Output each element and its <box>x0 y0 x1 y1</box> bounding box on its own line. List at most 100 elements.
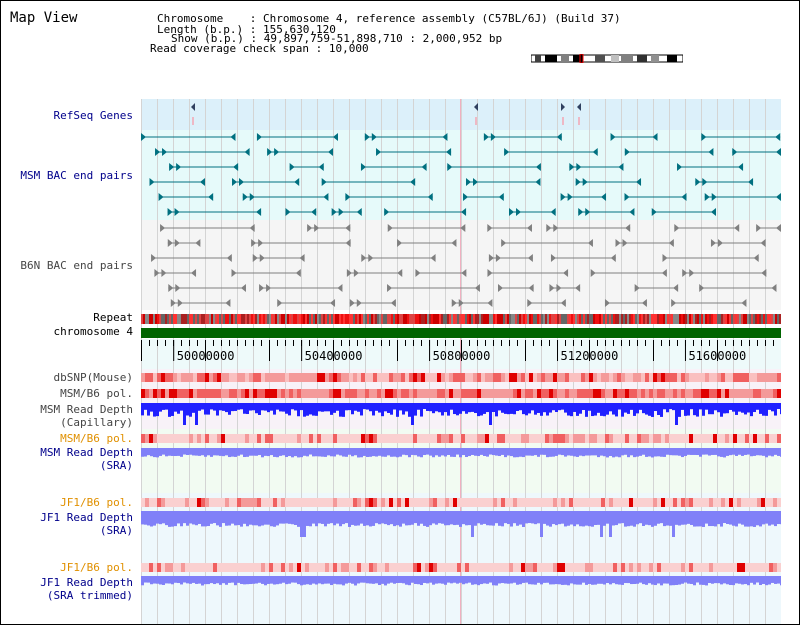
read-depth-bar <box>363 576 366 583</box>
read-depth-bar <box>738 511 741 524</box>
b6n-bac-end <box>168 284 174 292</box>
read-depth-bar <box>438 511 441 524</box>
snp-density-bin <box>305 498 309 507</box>
snp-density-bin <box>389 389 393 398</box>
msm-bac-end <box>242 193 248 201</box>
read-depth-bar <box>303 403 306 417</box>
chromosome-track-label: chromosome 4 <box>53 325 133 338</box>
snp-density-bin <box>517 498 521 507</box>
read-depth-bar <box>180 448 183 457</box>
jf1-depth-label-1[interactable]: JF1 Read Depth <box>40 511 133 524</box>
read-depth-bar <box>237 448 240 456</box>
chromosome-ideogram[interactable] <box>531 54 683 63</box>
snp-density-bin <box>221 563 225 572</box>
snp-density-bin <box>289 434 293 443</box>
read-depth-bar <box>255 576 258 584</box>
snp-density-bin <box>525 434 529 443</box>
jf1-b6-pol-trim-label[interactable]: JF1/B6 pol. <box>60 561 133 574</box>
read-depth-bar <box>621 511 624 524</box>
repeat-segment <box>387 314 389 324</box>
read-depth-bar <box>570 403 573 417</box>
read-depth-bar <box>351 511 354 525</box>
read-depth-bar <box>276 403 279 410</box>
msm-bac-label[interactable]: MSM BAC end pairs <box>20 169 133 182</box>
b6n-bac-end <box>526 224 532 232</box>
msm-depth-capillary-label-2: (Capillary) <box>60 416 133 429</box>
read-depth-bar <box>765 576 768 586</box>
snp-density-bin <box>413 563 417 572</box>
ruler-label: 50400000 <box>305 349 363 363</box>
snp-density-bin <box>749 373 753 382</box>
read-depth-bar <box>198 511 201 524</box>
read-depth-bar <box>630 403 633 410</box>
snp-density-bin <box>685 389 689 398</box>
read-depth-bar <box>561 511 564 524</box>
read-depth-bar <box>186 403 189 416</box>
snp-density-bin <box>245 563 249 572</box>
refseq-gene[interactable] <box>577 103 581 111</box>
repeat-segment <box>197 314 199 324</box>
jf1-b6-pol-label[interactable]: JF1/B6 pol. <box>60 496 133 509</box>
refseq-gene[interactable] <box>474 103 478 111</box>
snp-density-bin <box>205 389 209 398</box>
snp-density-bin <box>645 389 649 398</box>
read-depth-bar <box>753 511 756 527</box>
repeat-segment <box>753 314 755 324</box>
msm-bac-end <box>618 163 624 171</box>
snp-density-bin <box>633 434 637 443</box>
repeat-segment <box>361 314 363 324</box>
snp-density-bin <box>549 373 553 382</box>
msm-bac-end <box>569 163 575 171</box>
read-depth-bar <box>195 511 198 526</box>
snp-density-bin <box>169 563 173 572</box>
dbsnp-label[interactable]: dbSNP(Mouse) <box>53 371 133 384</box>
snp-density-bin <box>321 434 325 443</box>
snp-density-bin <box>509 434 513 443</box>
genome-plot-area[interactable]: 50000000 50400000 50800000 51200000 51600000 <box>141 99 781 624</box>
msm-bac-track[interactable] <box>141 133 781 216</box>
snp-density-bin <box>489 373 493 382</box>
repeat-segment <box>541 314 543 324</box>
b6n-bac-label[interactable]: B6N BAC end pairs <box>20 259 133 272</box>
snp-tracks <box>141 373 781 572</box>
read-depth-bar <box>732 576 735 586</box>
refseq-genes-track[interactable] <box>191 103 581 125</box>
read-depth-bar <box>747 511 750 527</box>
snp-density-bin <box>249 498 253 507</box>
msm-b6-pol-label[interactable]: MSM/B6 pol. <box>60 387 133 400</box>
snp-density-bin <box>385 563 389 572</box>
snp-density-bin <box>193 389 197 398</box>
snp-density-bin <box>337 563 341 572</box>
read-depth-bar <box>261 403 264 411</box>
repeat-segment <box>415 314 417 324</box>
snp-density-bin <box>149 434 153 443</box>
msm-depth-capillary-label-1[interactable]: MSM Read Depth <box>40 403 133 416</box>
read-depth-bar <box>765 511 768 524</box>
snp-density-bin <box>165 498 169 507</box>
refseq-genes-label[interactable]: RefSeq Genes <box>53 109 133 122</box>
read-depth-bar <box>603 448 606 457</box>
snp-density-bin <box>413 373 417 382</box>
snp-density-bin <box>217 498 221 507</box>
read-depth-bar <box>186 576 189 584</box>
snp-density-bin <box>477 373 481 382</box>
snp-density-bin <box>713 498 717 507</box>
read-depth-bar <box>459 403 462 414</box>
read-depth-bar <box>348 403 351 411</box>
read-depth-bar <box>624 511 627 527</box>
read-depth-bar <box>528 576 531 585</box>
snp-density-bin <box>153 563 157 572</box>
b6n-bac-track[interactable] <box>151 224 781 307</box>
b6n-bac-end <box>251 239 257 247</box>
snp-density-bin <box>529 373 533 382</box>
refseq-gene[interactable] <box>191 103 195 111</box>
repeat-segment <box>311 314 313 324</box>
refseq-gene[interactable] <box>561 103 565 111</box>
read-depth-bar <box>738 403 741 412</box>
jf1-depth-trim-label-1[interactable]: JF1 Read Depth <box>40 576 133 589</box>
read-depth-bar <box>354 448 357 456</box>
msm-depth-sra-label-1[interactable]: MSM Read Depth <box>40 446 133 459</box>
msm-b6-pol-sra-label[interactable]: MSM/B6 pol. <box>60 432 133 445</box>
snp-density-bin <box>721 389 725 398</box>
snp-density-bin <box>477 498 481 507</box>
